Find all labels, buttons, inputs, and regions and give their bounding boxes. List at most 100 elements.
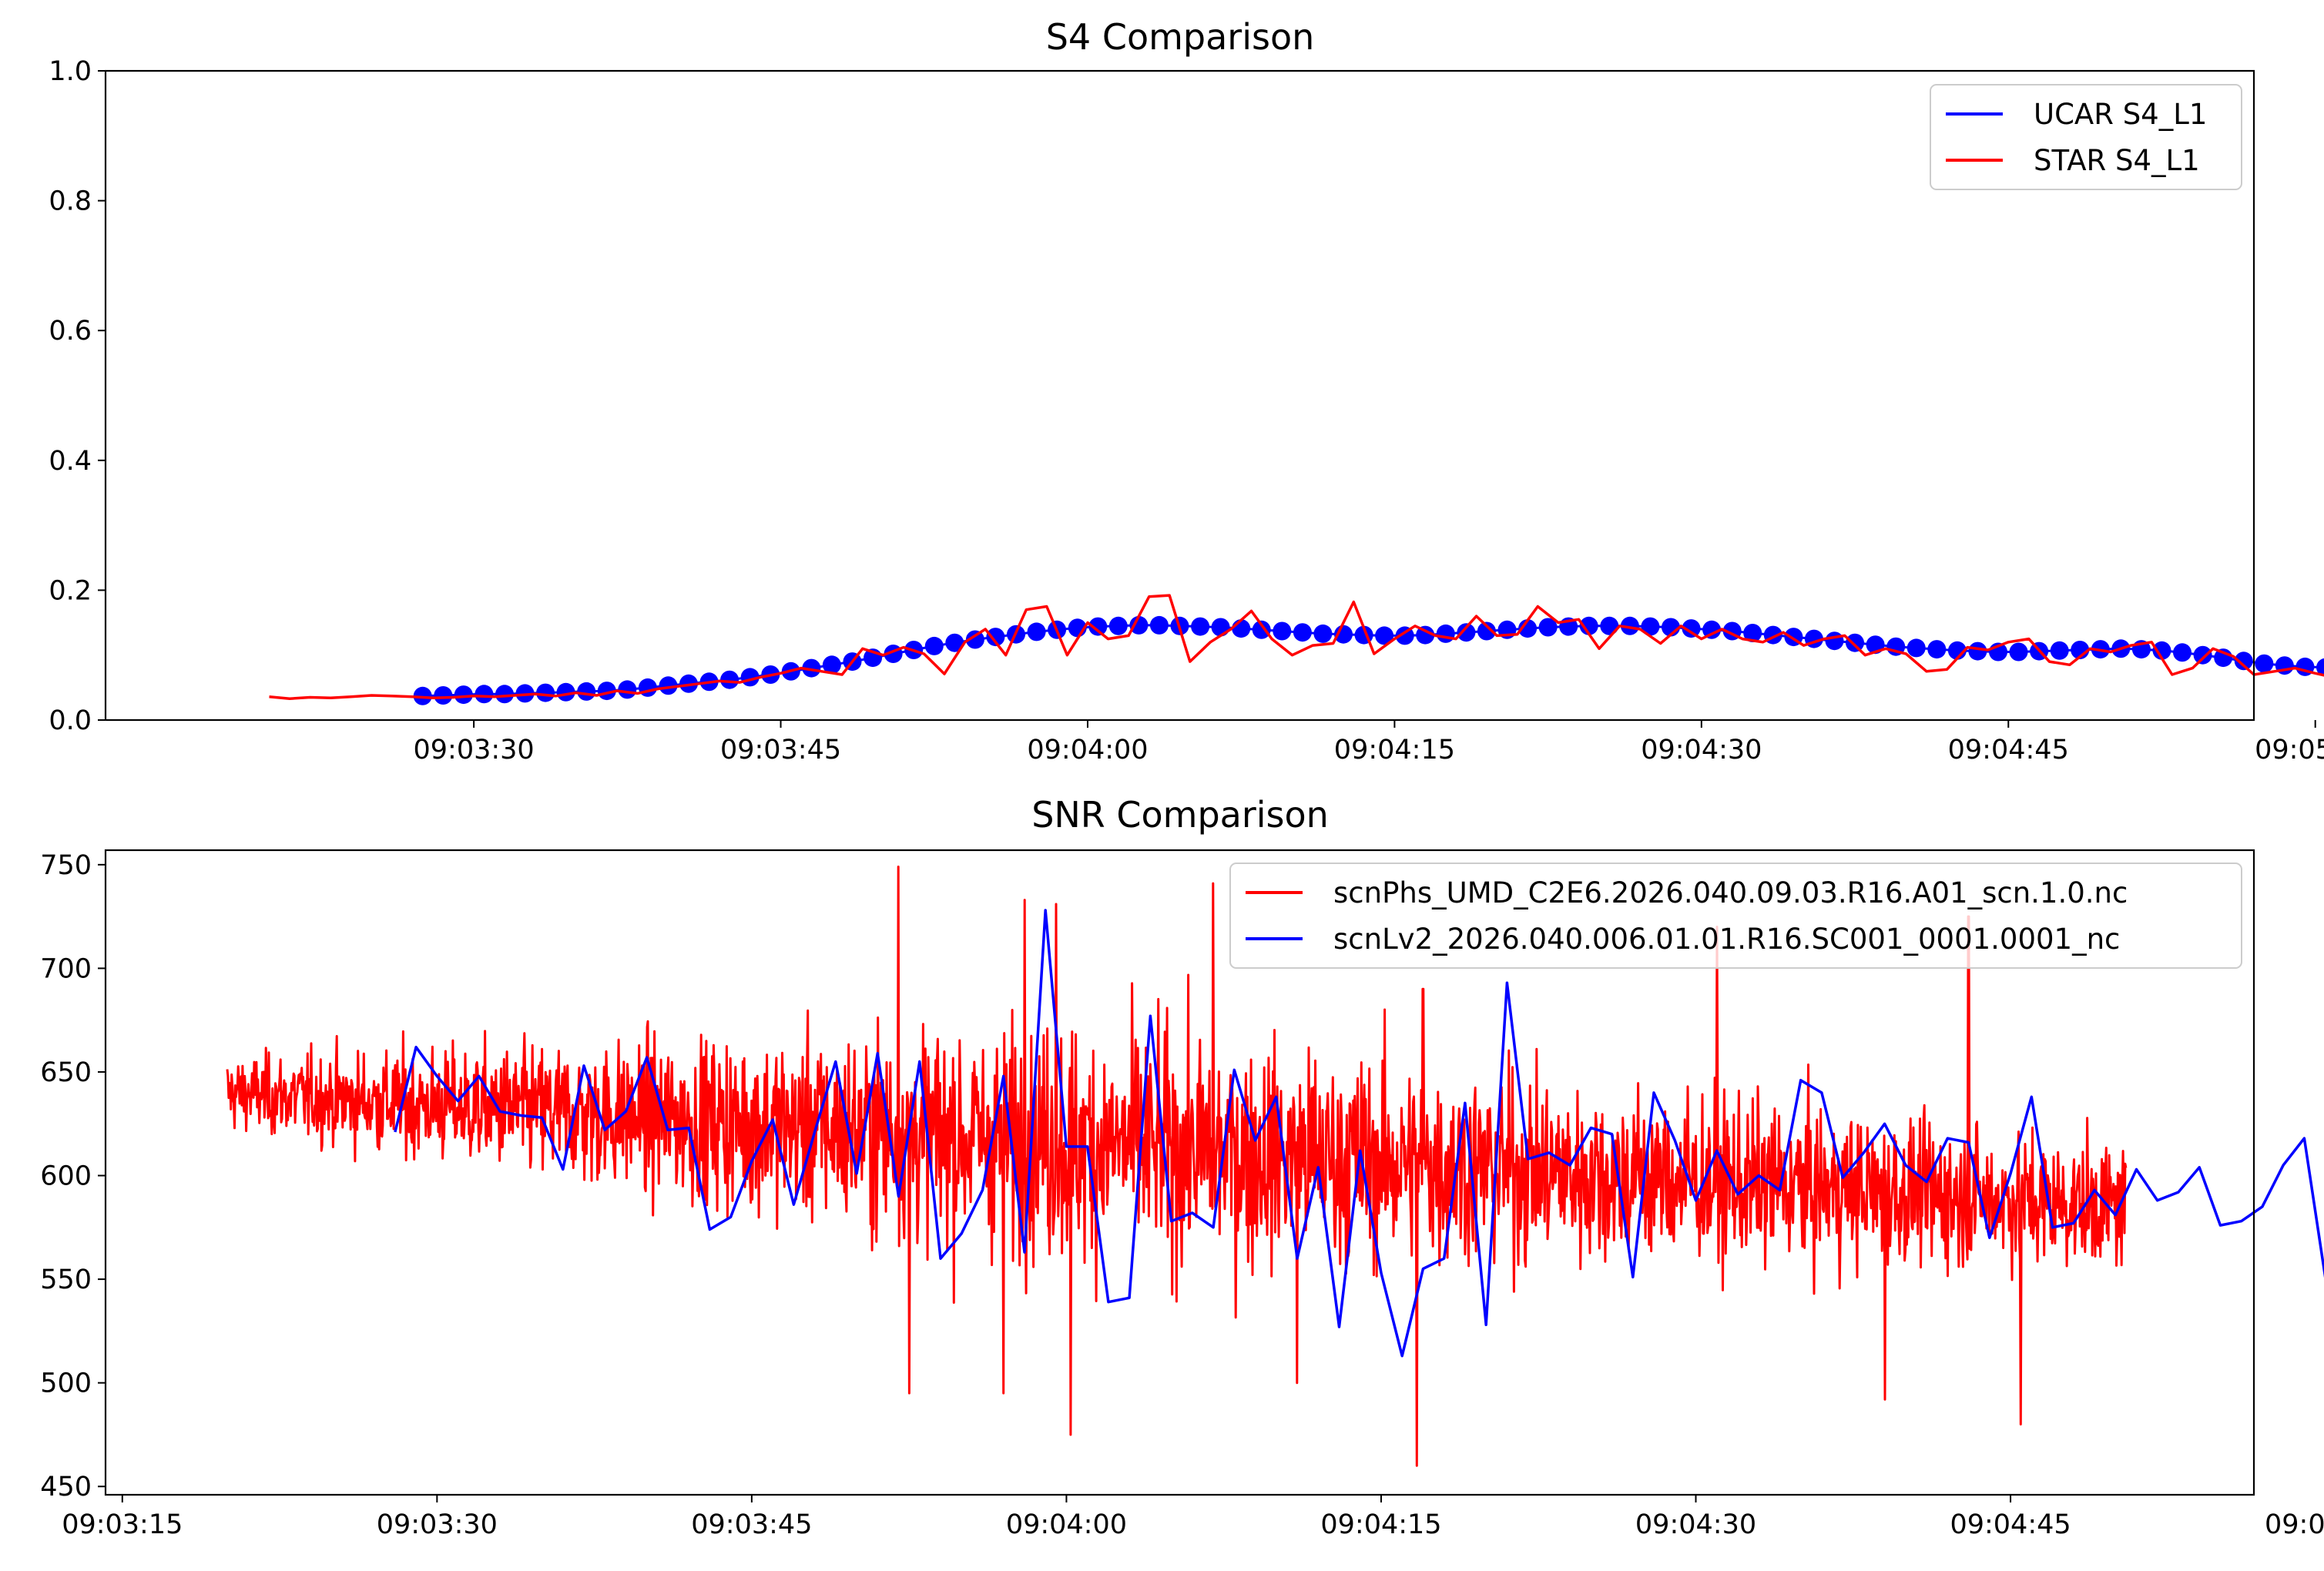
snr-y-axis: 450 500 550 600 650 700 750 (40, 850, 106, 1502)
s4-x-axis: 09:03:30 09:03:45 09:04:00 09:04:15 09:04:30… (414, 720, 2324, 765)
s4-series-0-point (1232, 619, 1251, 638)
s4-legend-label-ucar: UCAR S4_L1 (2034, 98, 2207, 131)
s4-series-0-point (2193, 645, 2212, 665)
s4-series-0-point (924, 636, 944, 655)
s4-series-0-point (802, 658, 821, 678)
s4-series-0-point (2009, 642, 2028, 662)
s4-series-0-point (1457, 623, 1476, 642)
s4-series-0-point (1088, 617, 1108, 636)
s4-series-0-point (1518, 619, 1538, 638)
s4-series-0-point (1027, 622, 1046, 641)
snr-x-tick-label: 09:03:45 (691, 1509, 812, 1540)
s4-y-tick-label: 0.2 (49, 575, 92, 606)
s4-series-0-point (822, 655, 841, 675)
s4-chart-title: S4 Comparison (1046, 16, 1315, 58)
s4-series-0-point (1579, 616, 1598, 635)
s4-series-0-point (1846, 633, 1864, 652)
s4-series-0-point (659, 676, 678, 695)
snr-x-tick-label: 09:05:00 (2265, 1509, 2324, 1540)
snr-legend-label-scnlv2: scnLv2_2026.040.006.01.01.R16.SC001_0001… (1333, 923, 2120, 956)
s4-series-0-point (2316, 658, 2324, 677)
s4-series-0-point (1211, 618, 1230, 637)
snr-series-0-line (226, 866, 2128, 1467)
s4-x-tick-label: 09:04:45 (1948, 735, 2069, 765)
snr-chart-title: SNR Comparison (1031, 794, 1329, 836)
s4-series-0-point (1436, 624, 1455, 643)
s4-series-0-point (1416, 625, 1435, 645)
snr-x-tick-label: 09:04:45 (1950, 1509, 2071, 1540)
s4-x-tick-label: 09:04:30 (1641, 735, 1762, 765)
s4-x-tick-label: 09:04:00 (1027, 735, 1148, 765)
snr-y-tick-label: 450 (40, 1472, 92, 1502)
s4-series-0-point (1191, 617, 1210, 636)
snr-x-tick-label: 09:04:15 (1320, 1509, 1441, 1540)
snr-y-tick-label: 600 (40, 1161, 92, 1192)
s4-series-0-point (1682, 619, 1701, 638)
s4-chart: S4 Comparison 0.0 0.2 0.4 0.6 0.8 1.0 09:03:3… (49, 16, 2324, 765)
s4-series-0-point (2173, 643, 2192, 662)
s4-plot-frame (104, 69, 2255, 722)
s4-series-0-point (2050, 641, 2069, 660)
s4-series-0-point (720, 670, 739, 689)
snr-legend-label-scnphs: scnPhs_UMD_C2E6.2026.040.09.03.R16.A01_s… (1333, 876, 2128, 909)
s4-series-0-point (618, 680, 637, 699)
s4-series-0-point (965, 630, 984, 649)
s4-series-0-point (638, 678, 657, 697)
snr-legend: scnPhs_UMD_C2E6.2026.040.09.03.R16.A01_s… (1229, 863, 2242, 969)
snr-chart: SNR Comparison 450 500 550 600 650 700 750 09:… (40, 794, 2324, 1540)
s4-series-1-line (269, 594, 2324, 700)
s4-y-tick-label: 0.0 (49, 705, 92, 736)
snr-plot-frame (104, 849, 2255, 1496)
s4-series-0-point (1252, 620, 1271, 639)
s4-series-0-point (1273, 621, 1292, 641)
s4-series-0-point (945, 633, 964, 652)
snr-y-tick-label: 500 (40, 1368, 92, 1399)
s4-series-0-point (986, 628, 1005, 647)
snr-y-tick-label: 750 (40, 850, 92, 881)
s4-x-tick-label: 09:05:00 (2255, 735, 2324, 765)
s4-series-0-point (1538, 618, 1558, 637)
s4-y-tick-label: 0.8 (49, 186, 92, 217)
s4-series-0-point (2255, 654, 2274, 673)
s4-series-0-point (577, 682, 596, 701)
s4-series-0-point (1293, 623, 1312, 642)
snr-series-1-line (394, 909, 2324, 1358)
s4-series-0-point (1702, 620, 1722, 639)
s4-x-tick-label: 09:03:30 (414, 735, 535, 765)
snr-plot-area (226, 866, 2324, 1467)
s4-series-0-point (1108, 616, 1128, 635)
s4-series-0-point (1641, 617, 1660, 636)
s4-series-0-point (1375, 626, 1394, 645)
s4-series-0-point (1906, 638, 1926, 658)
s4-legend: UCAR S4_L1 STAR S4_L1 (1930, 84, 2242, 190)
s4-series-0-point (1743, 624, 1762, 642)
s4-series-0-point (454, 685, 473, 705)
s4-y-tick-label: 1.0 (49, 56, 92, 87)
snr-x-axis: 09:03:15 09:03:30 09:03:45 09:04:00 09:04:15… (62, 1495, 2324, 1540)
snr-y-tick-label: 650 (40, 1057, 92, 1088)
s4-y-tick-label: 0.6 (49, 316, 92, 347)
s4-series-0-point (475, 685, 494, 704)
s4-y-tick-label: 0.4 (49, 446, 92, 477)
snr-y-tick-label: 700 (40, 953, 92, 984)
s4-series-0-point (1600, 616, 1619, 635)
s4-series-0-point (1129, 615, 1149, 635)
snr-x-tick-label: 09:04:00 (1006, 1509, 1127, 1540)
s4-series-0-point (1313, 624, 1333, 643)
s4-series-0-point (1620, 616, 1639, 635)
s4-series-0-point (2234, 652, 2253, 671)
snr-x-tick-label: 09:03:15 (62, 1509, 183, 1540)
s4-x-tick-label: 09:04:15 (1334, 735, 1455, 765)
s4-series-0-point (2152, 641, 2171, 660)
s4-series-0-point (1927, 640, 1947, 659)
s4-legend-label-star: STAR S4_L1 (2034, 144, 2200, 177)
s4-series-0-point (536, 683, 555, 702)
snr-x-tick-label: 09:03:30 (377, 1509, 498, 1540)
snr-legend-box (1229, 863, 2242, 969)
s4-series-0-point (1968, 641, 1987, 661)
s4-legend-box (1930, 84, 2242, 190)
s4-y-axis: 0.0 0.2 0.4 0.6 0.8 1.0 (49, 56, 106, 736)
s4-series-0-point (434, 686, 453, 705)
s4-series-0-point (1825, 631, 1844, 651)
